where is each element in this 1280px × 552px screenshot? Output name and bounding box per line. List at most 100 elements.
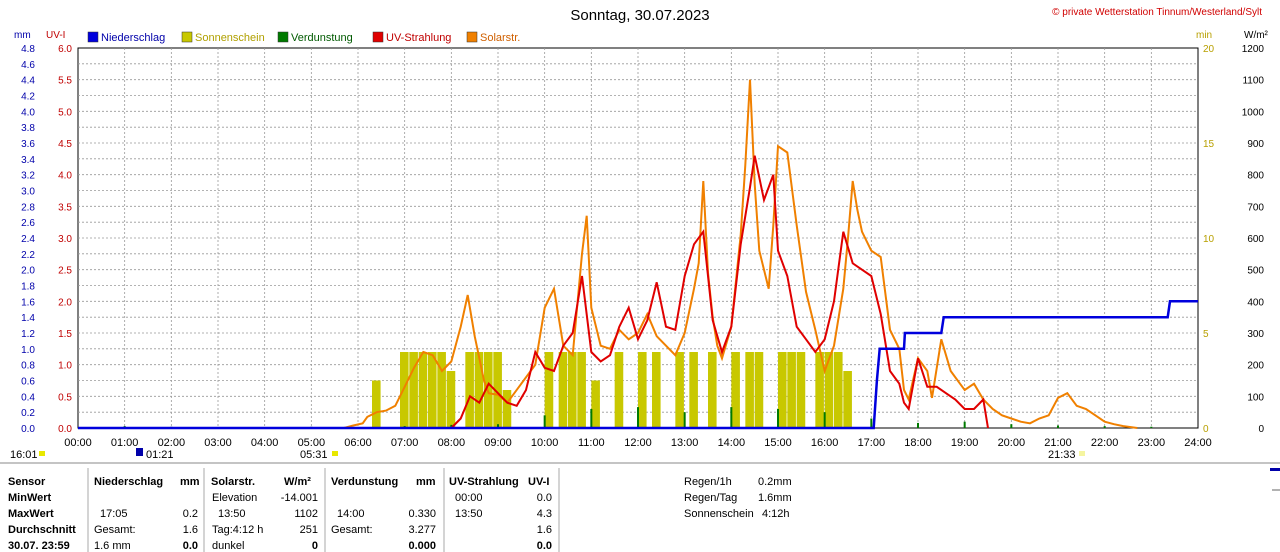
stat-header-evap-unit: mm [416,476,436,488]
stat-row-max: MaxWert [8,508,54,520]
sunshine-bar [745,352,754,428]
unit-min: min [1196,30,1212,41]
uv-max-time: 13:50 [455,508,483,520]
stat-header-sensor: Sensor [8,476,46,488]
mm-tick-label: 1.2 [21,329,35,340]
chart-title: Sonntag, 30.07.2023 [570,7,709,24]
sunshine-bar [568,352,577,428]
solar-max-time: 13:50 [218,508,246,520]
sunshine-bar [493,352,502,428]
solar-elev-value: -14.001 [280,492,318,504]
mm-tick-label: 4.0 [21,107,35,118]
solar-line [343,79,1138,429]
wm2-tick-label: 1200 [1242,44,1265,55]
legend-label-2: Verdunstung [291,32,353,44]
legend-swatch-2 [277,31,289,43]
unit-uv: UV-I [46,30,65,41]
x-tick-label: 06:00 [344,437,372,449]
wm2-tick-label: 0 [1258,424,1264,435]
sunset-label: 21:33 [1048,449,1076,461]
series-lines [78,79,1198,430]
x-tick-label: 13:00 [671,437,699,449]
mm-tick-label: 3.0 [21,187,35,198]
x-tick-label: 10:00 [531,437,559,449]
uv-line [450,155,989,429]
uv-min-time: 00:00 [455,492,483,504]
sunshine-bar [372,380,381,428]
summary-value-2: 4:12h [762,508,790,520]
mm-tick-label: 0.6 [21,377,35,388]
wm2-tick-label: 1100 [1242,76,1264,87]
sunshine-bar [614,352,624,428]
mm-tick-label: 2.6 [21,218,35,229]
wm2-tick-label: 700 [1247,202,1264,213]
sunshine-bar [787,352,796,428]
summary-value-1: 1.6mm [758,492,792,504]
stat-header-solar-unit: W/m² [284,476,311,488]
solar-last-label: dunkel [212,540,245,552]
scroll-indicator[interactable] [1270,468,1280,471]
legend-label-1: Sonnenschein [195,32,265,44]
uv-tick-label: 1.5 [58,329,72,340]
sunshine-bar [731,352,740,428]
sunset-icon [1079,451,1085,456]
uv-max-value: 4.3 [536,508,552,520]
sunshine-bar [428,352,437,428]
uv-tick-label: 5.5 [58,76,72,87]
moon-icon [136,448,143,456]
x-tick-label: 09:00 [484,437,512,449]
solar-day-label: Tag:4:12 h [212,524,264,536]
chart-axes: 0.0 0.2 0.4 0.6 0.8 1.0 1.2 1.4 1.6 1.8 2.0 2.2 2.4 2… [21,44,1264,449]
rain-max-value: 0.2 [182,508,198,520]
wm2-tick-label: 200 [1247,361,1264,372]
uv-tick-label: 4.0 [58,171,72,182]
evap-max-time: 14:00 [337,508,365,520]
x-tick-label: 15:00 [764,437,792,449]
sunshine-bar [465,352,474,428]
legend-label-4: Solarstr. [480,32,520,44]
legend-label-3: UV-Strahlung [386,32,451,44]
stat-header-rain-unit: mm [180,476,200,488]
min-tick-label: 15 [1203,139,1215,150]
stat-header-evap: Verdunstung [331,476,399,488]
x-tick-label: 22:00 [1091,437,1119,449]
legend-swatch-3 [372,31,384,43]
x-tick-label: 16:00 [811,437,839,449]
sunshine-bar [638,352,647,428]
sun-icon [39,451,45,456]
mm-tick-label: 1.8 [21,282,35,293]
x-tick-label: 08:00 [438,437,466,449]
x-tick-label: 03:00 [204,437,232,449]
sunshine-bar [418,352,428,428]
stat-header-uv: UV-Strahlung [449,476,519,488]
legend-label-0: Niederschlag [101,32,165,44]
mm-tick-label: 1.0 [21,345,35,356]
stat-row-last: 30.07. 23:59 [8,540,70,552]
sunshine-bar [689,352,698,428]
sunshine-bar [778,352,787,428]
x-tick-label: 04:00 [251,437,279,449]
mm-tick-label: 4.4 [21,76,35,87]
uv-tick-label: 3.5 [58,202,72,213]
unit-wm2: W/m² [1244,30,1269,41]
mm-tick-label: 4.8 [21,44,35,55]
x-tick-label: 07:00 [391,437,419,449]
rain-total-value: 1.6 [182,524,198,536]
mm-tick-label: 1.4 [21,313,35,324]
mm-tick-label: 3.4 [21,155,35,166]
x-tick-label: 05:00 [298,437,326,449]
mm-tick-label: 3.6 [21,139,35,150]
mm-tick-label: 4.2 [21,92,35,103]
x-tick-label: 02:00 [158,437,186,449]
mm-tick-label: 1.6 [21,297,35,308]
x-tick-label: 20:00 [998,437,1026,449]
sunshine-bar [708,352,717,428]
rain-line [78,300,1198,430]
sunshine-bar [437,352,446,428]
mm-tick-label: 0.2 [21,408,35,419]
sunshine-bar [824,352,834,428]
mm-tick-label: 0.8 [21,361,35,372]
rain-total-label: Gesamt: [94,524,136,536]
uv-tick-label: 6.0 [58,44,72,55]
wm2-tick-label: 300 [1247,329,1264,340]
